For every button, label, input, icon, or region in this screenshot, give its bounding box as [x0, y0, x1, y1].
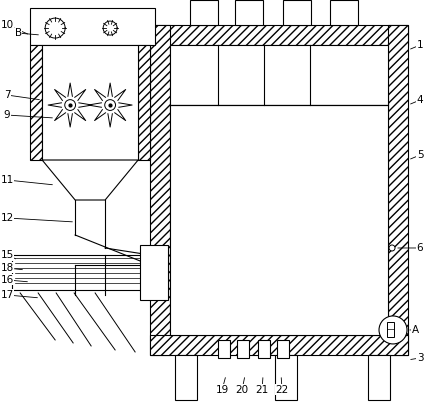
Text: B: B: [14, 28, 22, 38]
Bar: [30, 45, 42, 160]
Bar: [150, 25, 170, 355]
Bar: [387, 322, 394, 337]
Bar: [150, 335, 408, 355]
Bar: [150, 25, 408, 45]
Bar: [275, 355, 297, 400]
Text: 12: 12: [0, 213, 14, 223]
Text: 10: 10: [0, 20, 14, 30]
Bar: [277, 340, 289, 358]
Text: 19: 19: [215, 385, 229, 395]
Bar: [237, 340, 249, 358]
Text: 9: 9: [4, 110, 11, 120]
Bar: [138, 45, 150, 160]
Bar: [388, 25, 408, 355]
Bar: [258, 340, 270, 358]
Circle shape: [379, 316, 407, 344]
Bar: [12, 255, 147, 290]
Text: 7: 7: [4, 90, 11, 100]
Circle shape: [65, 100, 76, 110]
Text: 3: 3: [416, 353, 423, 363]
Text: 15: 15: [0, 250, 14, 260]
Text: 20: 20: [235, 385, 249, 395]
Text: 6: 6: [416, 243, 423, 253]
Bar: [235, 0, 263, 25]
Text: 16: 16: [0, 275, 14, 285]
Bar: [42, 45, 138, 160]
Circle shape: [389, 245, 395, 251]
Text: 1: 1: [416, 40, 423, 50]
Bar: [368, 355, 390, 400]
Bar: [218, 340, 230, 358]
Bar: [175, 355, 197, 400]
Polygon shape: [42, 160, 138, 200]
Text: A: A: [411, 325, 419, 335]
Text: 5: 5: [416, 150, 423, 160]
Text: 18: 18: [0, 263, 14, 273]
Text: 4: 4: [416, 95, 423, 105]
Text: 22: 22: [275, 385, 289, 395]
Circle shape: [105, 100, 116, 110]
Bar: [140, 245, 168, 300]
Text: 21: 21: [255, 385, 269, 395]
Bar: [170, 45, 388, 105]
Bar: [330, 0, 358, 25]
Bar: [190, 0, 218, 25]
Bar: [170, 105, 388, 335]
Text: 11: 11: [0, 175, 14, 185]
Bar: [283, 0, 311, 25]
Text: 17: 17: [0, 290, 14, 300]
Bar: [30, 8, 155, 45]
